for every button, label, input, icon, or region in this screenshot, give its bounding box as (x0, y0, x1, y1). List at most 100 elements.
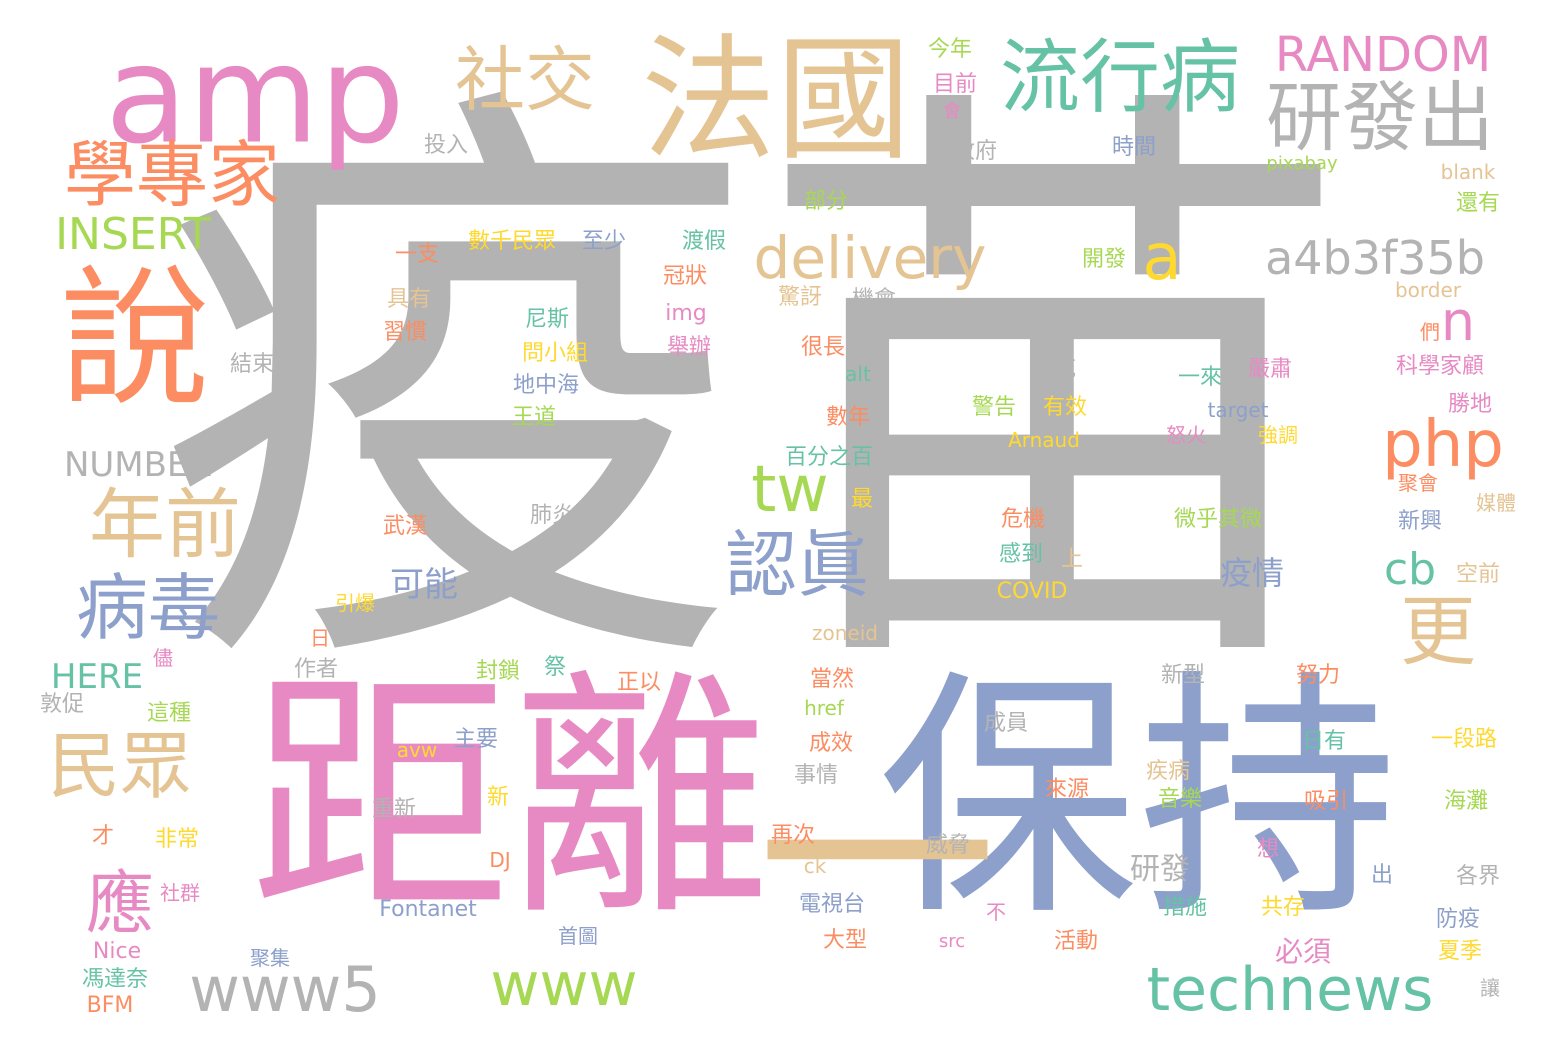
word: 防疫 (1435, 907, 1481, 932)
word: Fontanet (379, 897, 477, 922)
word: 當然 (809, 667, 855, 692)
word: 一支 (394, 242, 440, 267)
word: target (1207, 398, 1269, 422)
word: 應 (85, 865, 155, 944)
word: zoneid (812, 621, 878, 645)
word: 還有 (1455, 191, 1501, 216)
word: 警告 (971, 395, 1017, 420)
word: 吸引 (1303, 789, 1349, 814)
word: 百分之百 (784, 445, 874, 470)
word: 數年 (825, 405, 871, 430)
word: 說 (59, 253, 211, 427)
word: 努力 (1295, 663, 1341, 688)
word: php (1382, 408, 1504, 482)
word: 習慣 (382, 320, 428, 345)
word: 勝地 (1447, 392, 1493, 417)
word: 不 (986, 900, 1006, 924)
word: 作者 (293, 657, 339, 682)
word: 儘 (153, 646, 173, 670)
word: 必須 (1274, 935, 1332, 968)
word: 一段路 (1430, 727, 1498, 752)
word: pixabay (1266, 153, 1338, 174)
word: amp (105, 16, 405, 174)
word: 研發出 (1266, 73, 1494, 162)
word: 事情 (793, 763, 839, 788)
word: 保持 (878, 649, 1398, 951)
word: 海灘 (1443, 789, 1489, 814)
word: 社群 (160, 881, 200, 905)
word: 空前 (1455, 562, 1501, 587)
word: 民眾 (47, 724, 193, 808)
word: a (1142, 221, 1182, 295)
word: 有效 (1042, 395, 1088, 420)
word: 這種 (146, 701, 192, 726)
word: 至少 (581, 229, 627, 254)
word: 研發 (1130, 852, 1190, 887)
word: 出 (1370, 863, 1394, 888)
word: 再次 (770, 823, 816, 848)
word: 首圖 (558, 924, 598, 948)
word: 日 (310, 626, 330, 650)
word: 地中海 (512, 373, 580, 398)
word: n (1440, 290, 1476, 353)
word: 想 (1256, 837, 1280, 862)
word: 大型 (822, 928, 868, 953)
word: 科學家顧 (1395, 354, 1485, 379)
word: 病毒 (75, 566, 221, 650)
word: a4b3f35b (1265, 231, 1485, 285)
word: 部分 (803, 189, 849, 214)
word: 成員 (983, 711, 1029, 736)
word: BFM (86, 993, 134, 1018)
word: technews (1146, 955, 1434, 1025)
word: 問小組 (521, 341, 589, 366)
word: 活動 (1053, 929, 1099, 954)
word: 新型 (1160, 663, 1206, 688)
word: blank (1440, 160, 1496, 184)
word: 會 (943, 101, 961, 122)
word: 機會 (851, 287, 897, 312)
word: 投入 (423, 133, 469, 158)
word: 們 (1420, 320, 1440, 344)
word: 社交 (455, 39, 595, 121)
word: 怒火 (1166, 423, 1206, 447)
word: 數千民眾 (467, 229, 557, 254)
word: 認眞 (724, 523, 870, 607)
word: border (1394, 278, 1462, 302)
word: 新 (486, 785, 510, 810)
word: 各界 (1455, 864, 1501, 889)
word: 具有 (386, 287, 432, 312)
word: 成效 (808, 731, 854, 756)
word: 聚集 (250, 946, 290, 970)
word: 一來 (1177, 365, 1223, 390)
word: 感到 (998, 542, 1044, 567)
word: 目前 (932, 72, 978, 97)
word: 馮達奈 (81, 967, 149, 992)
word: 重新 (371, 797, 417, 822)
word: Arnaud (1008, 428, 1080, 452)
word: 音樂 (1157, 787, 1203, 812)
word: tw (751, 453, 829, 527)
word: ck (803, 854, 827, 878)
word: 引爆 (335, 591, 375, 615)
word: 微乎其微 (1173, 507, 1263, 532)
word: src (938, 931, 966, 952)
word: 學專家 (63, 133, 281, 217)
word: 共存 (1260, 895, 1306, 920)
word: cb (1383, 544, 1437, 595)
word: 最 (850, 487, 874, 512)
word: 讓 (1480, 976, 1500, 1000)
word: alt (845, 362, 871, 386)
word: 王道 (511, 405, 557, 430)
word: 時間 (1111, 135, 1157, 160)
word: 主要 (453, 727, 499, 752)
word: 武漢 (382, 514, 428, 539)
word: www5 (189, 953, 381, 1026)
word: 非常 (154, 827, 200, 852)
word: 距離 (250, 649, 770, 951)
word: 政府 (952, 139, 998, 164)
word: avw (396, 738, 438, 762)
word: 聚會 (1398, 471, 1438, 495)
word: 法國 (641, 21, 911, 179)
word: 才 (91, 824, 115, 849)
